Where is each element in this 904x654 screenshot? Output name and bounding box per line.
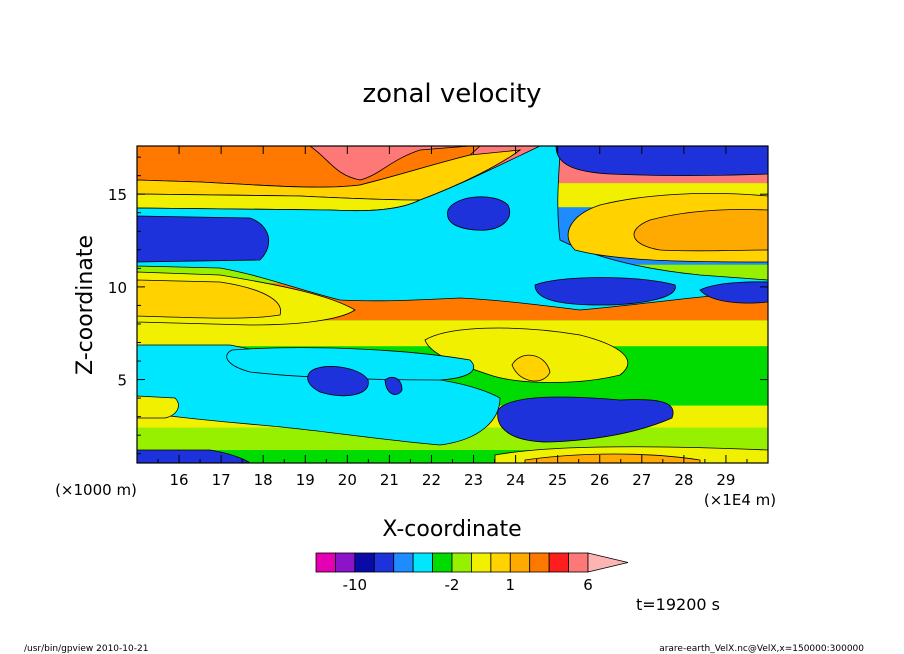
x-tick-label: 26 [590, 471, 609, 489]
footer-right: arare-earth_VelX.nc@VelX,x=150000:300000 [659, 644, 864, 654]
colorbar: -10 -2 1 6 [315, 552, 629, 594]
x-tick-label: 18 [254, 471, 273, 489]
x-unit-label: (×1E4 m) [704, 491, 776, 509]
colorbar-tick-label: 6 [583, 576, 593, 594]
x-tick-label: 24 [506, 471, 525, 489]
x-tick-label: 25 [548, 471, 567, 489]
y-tick-label: 10 [108, 279, 127, 297]
colorbar-segment [568, 552, 589, 573]
region-yellow-lower-left [137, 395, 179, 419]
region-blue-bottom-right [497, 396, 674, 443]
y-unit-label: (×1000 m) [55, 481, 137, 499]
colorbar-tick-label: -2 [445, 576, 460, 594]
region-bottom-right-orange [524, 453, 701, 463]
x-tick-label: 23 [464, 471, 483, 489]
region-blue-far-right [699, 281, 768, 304]
x-axis-label: X-coordinate [382, 517, 521, 542]
y-axis: 5 10 15 [108, 156, 768, 455]
region-blue-lower [307, 366, 369, 397]
colorbar-segment [451, 552, 472, 573]
colorbar-segment [315, 552, 336, 573]
y-tick-label: 15 [108, 186, 127, 204]
region-orange-center [511, 354, 551, 382]
region-orange-mid-left [137, 279, 282, 319]
y-axis-label: Z-coordinate [73, 235, 98, 375]
colorbar-segment [490, 552, 511, 573]
region-blue-lower-small [384, 376, 403, 395]
region-blue-blob [447, 196, 511, 231]
colorbar-segment [335, 552, 356, 573]
x-tick-label: 27 [632, 471, 651, 489]
colorbar-segment [509, 552, 531, 573]
x-tick-label: 28 [674, 471, 693, 489]
colorbar-segment [373, 552, 395, 573]
x-tick-label: 22 [422, 471, 441, 489]
x-tick-label: 21 [380, 471, 399, 489]
x-tick-label: 20 [338, 471, 357, 489]
colorbar-segment [529, 552, 550, 573]
plot-area [137, 146, 768, 463]
colorbar-extend-arrow [587, 552, 629, 573]
chart-title: zonal velocity [362, 79, 541, 109]
x-tick-label: 19 [296, 471, 315, 489]
region-right-inner [633, 209, 768, 252]
y-tick-label: 5 [117, 372, 127, 390]
footer-left: /usr/bin/gpview 2010-10-21 [24, 644, 148, 654]
region-blue-topright [555, 146, 768, 176]
colorbar-segment [412, 552, 433, 573]
x-axis: 16 17 18 19 20 21 22 23 24 25 26 27 28 29 [157, 146, 748, 489]
region-blue-mid-right [534, 277, 676, 306]
time-label: t=19200 s [636, 595, 720, 614]
x-tick-label: 29 [716, 471, 735, 489]
region-cyan-lower2 [226, 347, 475, 381]
colorbar-tick-label: 1 [506, 576, 516, 594]
colorbar-segment [354, 552, 375, 573]
colorbar-segment [432, 552, 453, 573]
x-tick-label: 17 [212, 471, 231, 489]
colorbar-segment [393, 552, 414, 573]
region-blue-left [137, 215, 270, 263]
colorbar-tick-label: -10 [343, 576, 368, 594]
colorbar-segment [548, 552, 569, 573]
x-tick-label: 16 [170, 471, 189, 489]
colorbar-segment [471, 552, 492, 573]
contour-regions [137, 146, 768, 463]
